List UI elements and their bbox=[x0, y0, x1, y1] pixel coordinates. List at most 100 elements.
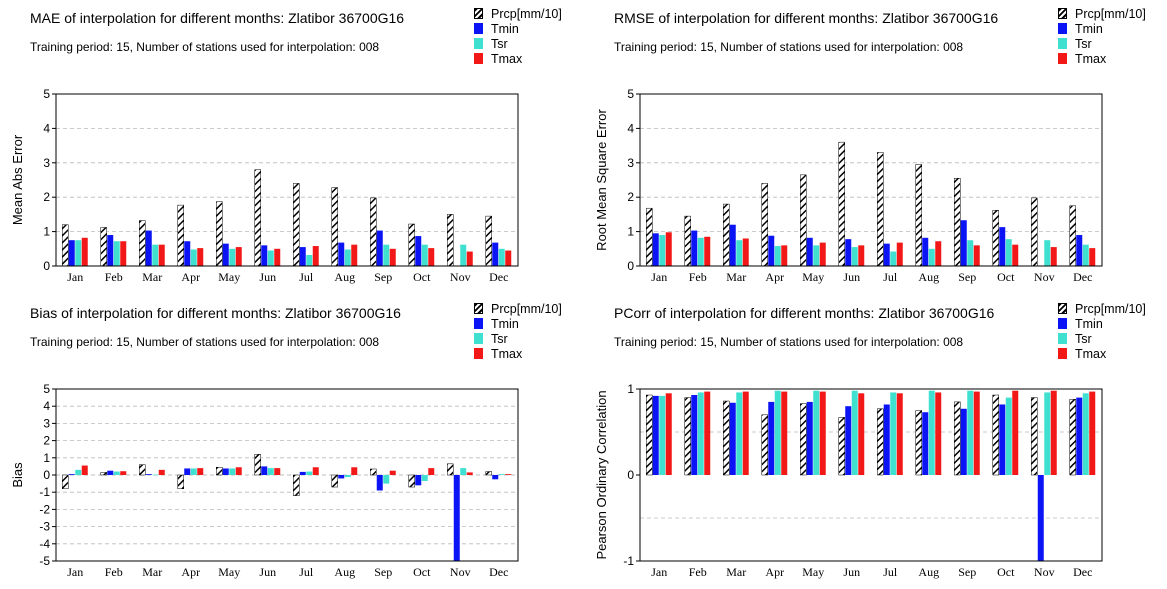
x-tick-label: May bbox=[218, 270, 240, 284]
x-tick-label: Aug bbox=[334, 270, 355, 284]
x-tick-label: Mar bbox=[726, 270, 746, 284]
legend-label: Tmin bbox=[1075, 316, 1103, 331]
legend-swatch-prcp bbox=[474, 303, 483, 314]
x-tick-label: Jan bbox=[651, 270, 667, 284]
bar-prcp-may bbox=[800, 403, 807, 476]
y-tick-label: 1 bbox=[627, 382, 634, 396]
y-tick-label: 5 bbox=[43, 87, 50, 101]
legend-swatch-prcp bbox=[1058, 303, 1067, 314]
bar-tmax-sep bbox=[973, 245, 980, 266]
bar-tmax-jul bbox=[896, 242, 903, 266]
chart-plot-rmse: 0 1 2 3 4 5 Jan Feb Mar Apr May Jun Jul Aug Sep Oct Nov D… bbox=[594, 87, 1103, 284]
bar-prcp-nov bbox=[1031, 397, 1038, 476]
bar-tmin-dec bbox=[492, 475, 499, 480]
x-tick-label: Mar bbox=[726, 565, 746, 579]
bar-tmax-jul bbox=[312, 467, 319, 475]
legend-swatch-tmin bbox=[1058, 23, 1067, 34]
legend-swatch-tsr bbox=[1058, 38, 1067, 49]
bar-tsr-jan bbox=[659, 235, 666, 266]
bar-tmin-feb bbox=[107, 470, 114, 475]
x-tick-label: Sep bbox=[374, 565, 392, 579]
y-tick-label: 4 bbox=[43, 399, 50, 413]
y-tick-label: 3 bbox=[43, 156, 50, 170]
legend-label: Tmax bbox=[1075, 51, 1107, 66]
bar-tsr-may bbox=[229, 248, 236, 266]
legend-item-tsr: Tsr bbox=[474, 36, 562, 51]
legend-label: Prcp[mm/10] bbox=[491, 6, 562, 21]
y-tick-label: 4 bbox=[43, 121, 50, 135]
bar-tmax-apr bbox=[197, 248, 204, 266]
legend-item-tmax: Tmax bbox=[1058, 346, 1146, 361]
chart-title: RMSE of interpolation for different mont… bbox=[614, 10, 999, 26]
bar-tmin-may bbox=[806, 401, 813, 475]
legend-label: Tmin bbox=[491, 316, 519, 331]
legend-swatch-prcp bbox=[1058, 8, 1067, 19]
y-tick-label: -2 bbox=[39, 502, 50, 516]
bar-prcp-nov bbox=[447, 214, 454, 267]
bar-tmax-apr bbox=[781, 391, 788, 475]
legend-swatch-tsr bbox=[474, 38, 483, 49]
legend: Prcp[mm/10] Tmin Tsr Tmax bbox=[1058, 301, 1146, 361]
legend-label: Tsr bbox=[1075, 36, 1092, 51]
bar-tmax-dec bbox=[505, 250, 512, 266]
legend-label: Tmax bbox=[1075, 346, 1107, 361]
bar-tsr-jan bbox=[75, 469, 82, 475]
bar-prcp-jun bbox=[254, 454, 261, 476]
legend-label: Prcp[mm/10] bbox=[491, 301, 562, 316]
bar-tmax-jun bbox=[274, 468, 281, 475]
bar-tmin-apr bbox=[768, 235, 775, 266]
bar-tsr-mar bbox=[736, 392, 743, 475]
bar-prcp-oct bbox=[992, 210, 999, 267]
x-tick-label: Apr bbox=[765, 565, 784, 579]
x-tick-label: Apr bbox=[181, 565, 200, 579]
bar-tsr-apr bbox=[190, 249, 197, 266]
y-tick-label: -4 bbox=[39, 537, 50, 551]
bar-tmin-jul bbox=[883, 243, 890, 266]
bar-tsr-sep bbox=[967, 390, 974, 475]
x-tick-label: May bbox=[802, 270, 824, 284]
legend-swatch-tsr bbox=[1058, 333, 1067, 344]
x-tick-label: Jan bbox=[67, 270, 83, 284]
chart-plot-bias: -5 -4 -3 -2 -1 0 1 2 3 4 5 Jan Feb Mar Apr May Jun Jul Aug… bbox=[10, 382, 519, 579]
bar-tmax-sep bbox=[973, 391, 980, 475]
x-tick-label: Feb bbox=[105, 270, 123, 284]
legend-swatch-tmax bbox=[474, 53, 483, 64]
bar-tmin-jul bbox=[299, 471, 306, 475]
bar-tmin-jul bbox=[299, 247, 306, 266]
bar-tmax-may bbox=[235, 467, 242, 475]
bar-tmax-may bbox=[819, 242, 826, 266]
bar-tsr-feb bbox=[113, 241, 120, 266]
bar-prcp-aug bbox=[331, 474, 338, 488]
y-axis-label: Pearson Ordinary Correlation bbox=[594, 390, 609, 559]
bar-tmin-jul bbox=[883, 404, 890, 475]
chart-subtitle: Training period: 15, Number of stations … bbox=[30, 335, 380, 349]
y-tick-label: -1 bbox=[39, 485, 50, 499]
x-tick-label: Sep bbox=[958, 270, 976, 284]
x-tick-label: Jul bbox=[883, 565, 898, 579]
bar-prcp-jul bbox=[293, 474, 300, 496]
x-tick-label: Oct bbox=[997, 270, 1015, 284]
bar-tsr-aug bbox=[928, 248, 935, 266]
x-tick-label: Jun bbox=[843, 565, 860, 579]
bar-tsr-nov bbox=[460, 468, 467, 475]
x-tick-label: Feb bbox=[105, 565, 123, 579]
bar-prcp-oct bbox=[408, 474, 415, 488]
bar-tmax-sep bbox=[389, 470, 396, 475]
bar-tsr-nov bbox=[1044, 240, 1051, 266]
bar-tsr-aug bbox=[344, 475, 351, 478]
bar-tmax-dec bbox=[1089, 248, 1096, 266]
bar-tmin-jan bbox=[652, 395, 659, 475]
bar-prcp-jul bbox=[877, 152, 884, 267]
legend-label: Tmax bbox=[491, 51, 523, 66]
bar-tmin-jun bbox=[845, 239, 852, 266]
x-tick-label: Aug bbox=[918, 270, 939, 284]
bar-tmin-aug bbox=[922, 412, 929, 475]
bar-tmin-feb bbox=[691, 395, 698, 475]
bar-tmax-mar bbox=[158, 244, 165, 266]
bar-tmin-nov bbox=[1037, 475, 1044, 561]
bar-tsr-jan bbox=[659, 395, 666, 475]
bar-tmin-sep bbox=[376, 230, 383, 266]
bar-prcp-feb bbox=[100, 472, 107, 476]
legend-swatch-tmax bbox=[1058, 53, 1067, 64]
bar-tsr-mar bbox=[736, 240, 743, 266]
